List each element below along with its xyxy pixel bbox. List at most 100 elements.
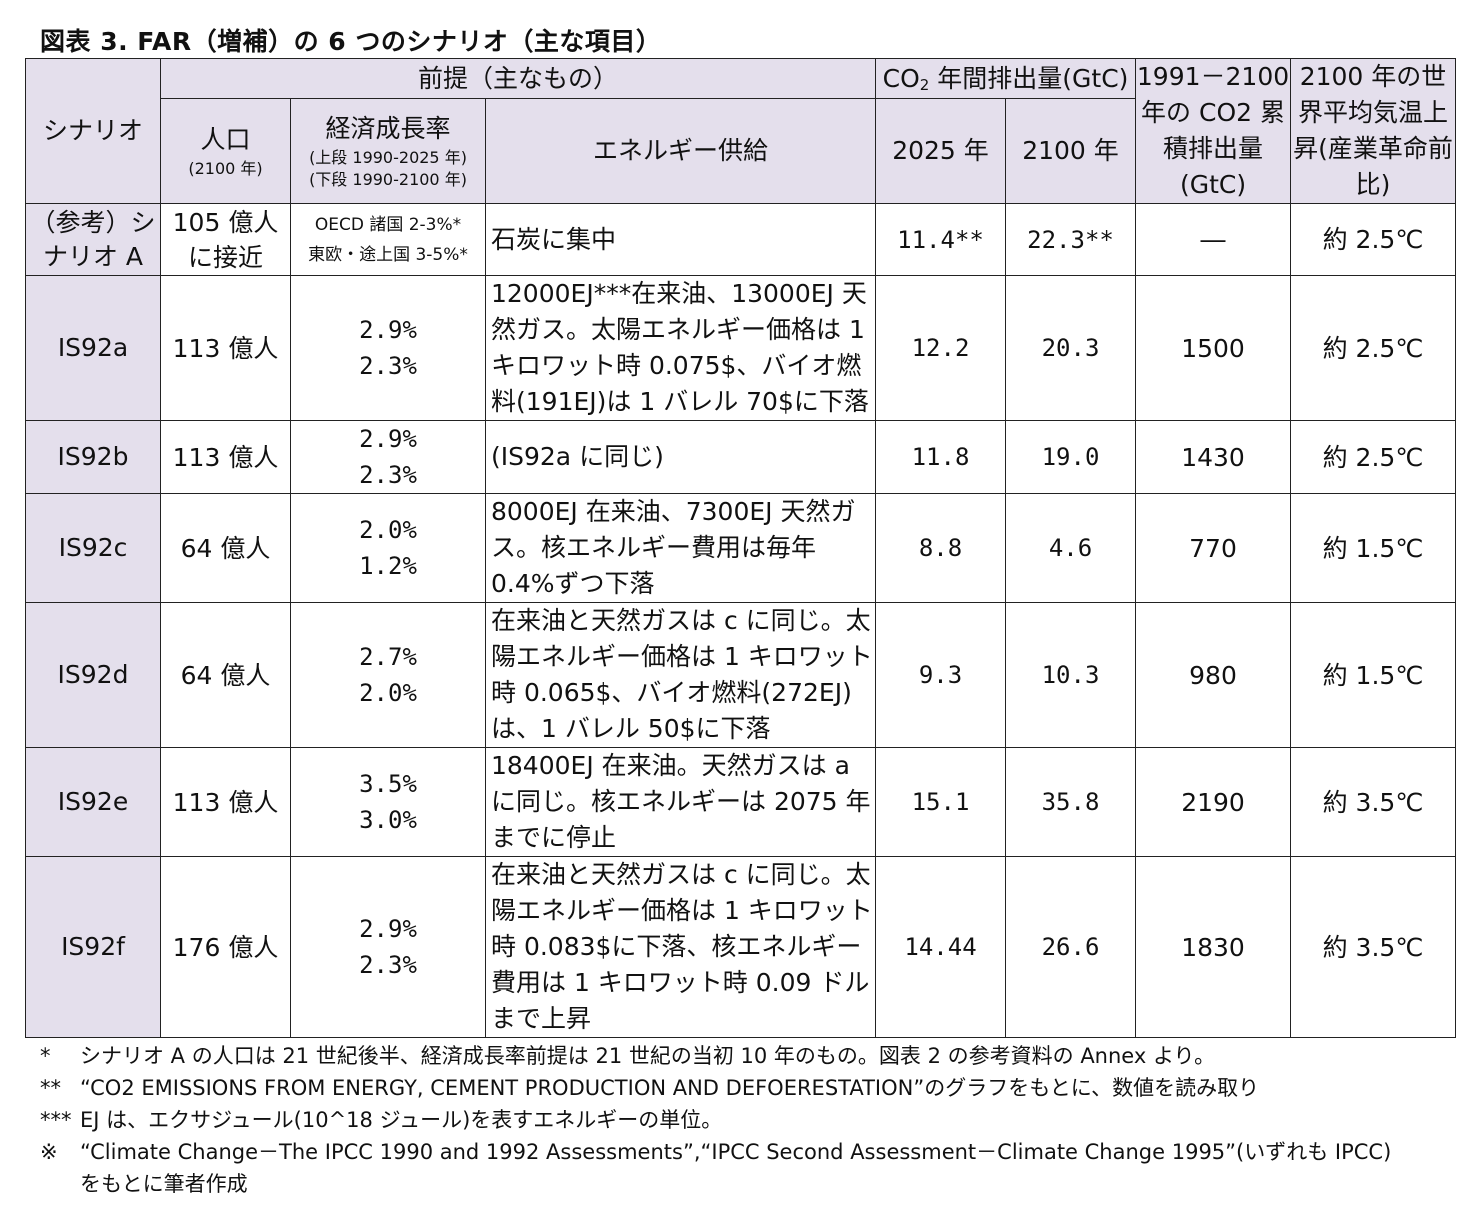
emission-2025-cell: 15.1 (875, 747, 1007, 857)
population-cell: 64 億人 (160, 602, 291, 748)
footnote-text: シナリオ A の人口は 21 世紀後半、経済成長率前提は 21 世紀の当初 10… (80, 1044, 1216, 1068)
temperature-cell: 約 2.5℃ (1290, 420, 1457, 494)
emission-2100-cell: 10.3 (1005, 602, 1137, 748)
footnote-mark: ※ (40, 1140, 58, 1164)
footnote: * シナリオ A の人口は 21 世紀後半、経済成長率前提は 21 世紀の当初 1… (40, 1040, 1391, 1072)
table-row: IS92d 64 億人 2.7% 2.0% 在来油と天然ガスは c に同じ。太陽エネルギ… (25, 602, 1457, 748)
growth-lower: 2.3% (359, 461, 417, 489)
emission-2025-cell: 12.2 (875, 275, 1007, 421)
growth-upper: 2.0% (359, 516, 417, 544)
growth-cell: OECD 諸国 2-3%* 東欧・途上国 3-5%* (290, 203, 486, 276)
footnote-text: EJ は、エクサジュール(10^18 ジュール)を表すエネルギーの単位。 (80, 1108, 723, 1132)
header-temperature: 2100 年の世界平均気温上昇(産業革命前比) (1290, 58, 1457, 204)
population-cell: 113 億人 (160, 420, 291, 494)
emission-2025-cell: 8.8 (875, 493, 1007, 603)
energy-supply-cell: 在来油と天然ガスは c に同じ。太陽エネルギー価格は 1 キロワット時 0.06… (484, 602, 877, 748)
scenario-name: IS92c (25, 493, 161, 603)
header-2025: 2025 年 (875, 98, 1007, 204)
footnote: ※ “Climate Change－The IPCC 1990 and 1992 … (40, 1136, 1391, 1168)
cumulative-cell: ― (1135, 203, 1292, 276)
header-premise: 前提（主なもの） (159, 57, 877, 100)
growth-lower: 2.0% (359, 679, 417, 707)
footnote: をもとに筆者作成 (40, 1168, 1391, 1200)
header-co2: CO2 年間排出量(GtC) (875, 57, 1137, 100)
emission-2100-cell: 19.0 (1005, 420, 1137, 494)
population-cell: 105 億人に接近 (160, 203, 291, 276)
scenario-name: IS92f (25, 856, 161, 1038)
cumulative-cell: 1830 (1135, 856, 1292, 1038)
temperature-cell: 約 2.5℃ (1290, 275, 1457, 421)
growth-upper: 3.5% (359, 770, 417, 798)
footnote-mark: *** (40, 1108, 72, 1132)
population-cell: 176 億人 (160, 856, 291, 1038)
temperature-cell: 約 3.5℃ (1290, 856, 1457, 1038)
growth-lower: 3.0% (359, 806, 417, 834)
footnote-text: “Climate Change－The IPCC 1990 and 1992 A… (80, 1140, 1392, 1164)
growth-cell: 2.7% 2.0% (290, 602, 486, 748)
temperature-cell: 約 1.5℃ (1290, 602, 1457, 748)
footnote-mark: * (40, 1044, 51, 1068)
growth-upper: OECD 諸国 2-3%* (314, 214, 462, 235)
table-row: IS92c 64 億人 2.0% 1.2% 8000EJ 在来油、7300EJ 天然ガス… (25, 493, 1457, 603)
cumulative-cell: 980 (1135, 602, 1292, 748)
scenario-name: IS92b (25, 420, 161, 494)
emission-2025-cell: 14.44 (875, 856, 1007, 1038)
header-growth: 経済成長率 (上段 1990-2025 年) (下段 1990-2100 年) (290, 98, 486, 204)
energy-supply-cell: 石炭に集中 (484, 203, 877, 276)
growth-cell: 2.0% 1.2% (290, 493, 486, 603)
emission-2100-cell: 22.3** (1005, 203, 1137, 276)
growth-upper: 2.9% (359, 316, 417, 344)
header-population: 人口 (2100 年) (160, 98, 291, 204)
growth-lower: 2.3% (359, 951, 417, 979)
emission-2025-cell: 9.3 (875, 602, 1007, 748)
footnote-text: “CO2 EMISSIONS FROM ENERGY, CEMENT PRODU… (80, 1076, 1260, 1100)
cumulative-cell: 2190 (1135, 747, 1292, 857)
growth-cell: 2.9% 2.3% (290, 420, 486, 494)
growth-lower: 1.2% (359, 552, 417, 580)
scenario-table: シナリオ 前提（主なもの） CO2 年間排出量(GtC) 1991－2100 年… (25, 57, 1457, 1038)
header-cumulative: 1991－2100 年の CO2 累積排出量 (GtC) (1135, 58, 1292, 204)
table-row: IS92e 113 億人 3.5% 3.0% 18400EJ 在来油。天然ガスは a に… (25, 747, 1457, 857)
table-row: （参考）シナリオ A 105 億人に接近 OECD 諸国 2-3%* 東欧・途上国 3… (25, 203, 1457, 276)
growth-lower: 東欧・途上国 3-5%* (308, 244, 468, 265)
population-cell: 113 億人 (160, 275, 291, 421)
footnotes: * シナリオ A の人口は 21 世紀後半、経済成長率前提は 21 世紀の当初 1… (40, 1040, 1391, 1200)
energy-supply-cell: 18400EJ 在来油。天然ガスは a に同じ。核エネルギーは 2075 年まで… (484, 747, 877, 857)
table-row: IS92b 113 億人 2.9% 2.3% (IS92a に同じ) 11.8 19.0 14… (25, 420, 1457, 494)
temperature-cell: 約 2.5℃ (1290, 203, 1457, 276)
cumulative-cell: 770 (1135, 493, 1292, 603)
growth-cell: 2.9% 2.3% (290, 275, 486, 421)
scenario-name: （参考）シナリオ A (25, 203, 161, 276)
scenario-name: IS92e (25, 747, 161, 857)
growth-cell: 2.9% 2.3% (290, 856, 486, 1038)
population-cell: 113 億人 (160, 747, 291, 857)
temperature-cell: 約 3.5℃ (1290, 747, 1457, 857)
temperature-cell: 約 1.5℃ (1290, 493, 1457, 603)
footnote-mark: ** (40, 1076, 61, 1100)
footnote-text: をもとに筆者作成 (80, 1172, 248, 1196)
footnote: ** “CO2 EMISSIONS FROM ENERGY, CEMENT PRO… (40, 1072, 1391, 1104)
table-row: IS92f 176 億人 2.9% 2.3% 在来油と天然ガスは c に同じ。太陽エネル… (25, 856, 1457, 1038)
growth-lower: 2.3% (359, 352, 417, 380)
emission-2100-cell: 20.3 (1005, 275, 1137, 421)
header-energy: エネルギー供給 (484, 98, 877, 204)
cumulative-cell: 1430 (1135, 420, 1292, 494)
population-cell: 64 億人 (160, 493, 291, 603)
footnote: *** EJ は、エクサジュール(10^18 ジュール)を表すエネルギーの単位。 (40, 1104, 1391, 1136)
energy-supply-cell: 8000EJ 在来油、7300EJ 天然ガス。核エネルギー費用は毎年 0.4%ず… (484, 493, 877, 603)
emission-2025-cell: 11.8 (875, 420, 1007, 494)
growth-upper: 2.9% (359, 915, 417, 943)
page-title: 図表 3. FAR（増補）の 6 つのシナリオ（主な項目） (40, 27, 662, 56)
energy-supply-cell: 12000EJ***在来油、13000EJ 天然ガス。太陽エネルギー価格は 1 … (484, 275, 877, 421)
cumulative-cell: 1500 (1135, 275, 1292, 421)
footnote-mark (40, 1168, 80, 1200)
header-2100: 2100 年 (1005, 98, 1137, 204)
growth-upper: 2.7% (359, 643, 417, 671)
scenario-name: IS92d (25, 602, 161, 748)
emission-2100-cell: 26.6 (1005, 856, 1137, 1038)
emission-2100-cell: 35.8 (1005, 747, 1137, 857)
energy-supply-cell: 在来油と天然ガスは c に同じ。太陽エネルギー価格は 1 キロワット時 0.08… (484, 856, 877, 1038)
emission-2100-cell: 4.6 (1005, 493, 1137, 603)
energy-supply-cell: (IS92a に同じ) (484, 420, 877, 494)
growth-upper: 2.9% (359, 425, 417, 453)
